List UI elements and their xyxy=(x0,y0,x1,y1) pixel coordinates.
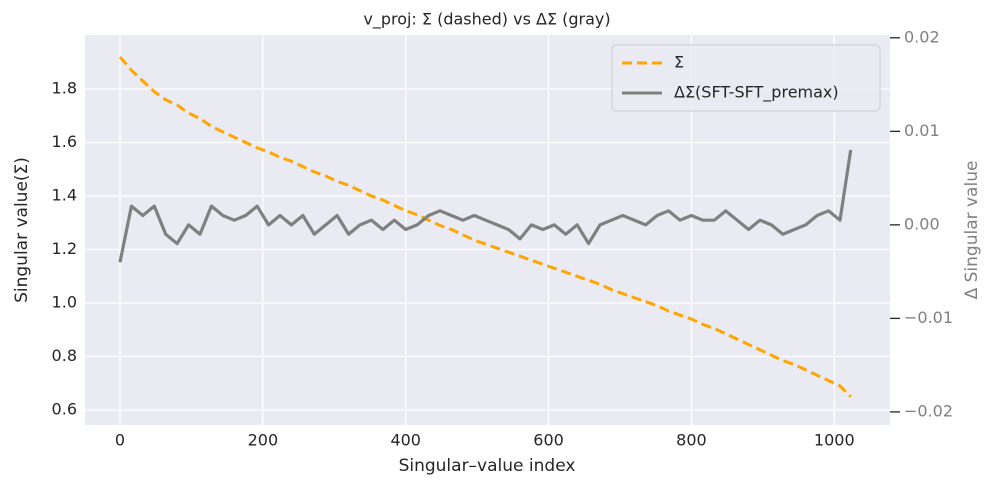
x-tick-label: 0 xyxy=(115,431,125,450)
y-tick-label: 1.2 xyxy=(52,239,77,258)
y-tick-label: 1.6 xyxy=(52,132,77,151)
x-tick-label: 600 xyxy=(533,431,564,450)
y-tick-label: 1.4 xyxy=(52,186,77,205)
x-tick-label: 1000 xyxy=(814,431,855,450)
legend-label: ΔΣ(SFT-SFT_premax) xyxy=(674,83,839,103)
y-tick-label: 1.8 xyxy=(52,79,77,98)
chart-title: v_proj: Σ (dashed) vs ΔΣ (gray) xyxy=(363,10,610,30)
y2-tick-label: −0.01 xyxy=(904,308,953,327)
y2-axis-label: Δ Singular value xyxy=(962,161,982,300)
legend: Σ ΔΣ(SFT-SFT_premax) xyxy=(611,44,881,112)
line-series xyxy=(118,149,853,263)
x-axis-label: Singular–value index xyxy=(399,456,576,476)
y-tick-label: 0.6 xyxy=(52,400,77,419)
legend-label: Σ xyxy=(674,53,684,72)
line-series xyxy=(118,55,852,398)
x-tick-label: 200 xyxy=(248,431,279,450)
y2-tick-label: 0.01 xyxy=(904,121,940,140)
y-tick-label: 1.0 xyxy=(52,293,77,312)
y2-tick-label: 0.00 xyxy=(904,214,940,233)
y2-tick-label: −0.02 xyxy=(904,401,953,420)
y2-tick-label: 0.02 xyxy=(904,27,940,46)
y-axis-label: Singular value(Σ) xyxy=(12,157,32,303)
legend-box xyxy=(611,44,881,112)
x-tick-label: 400 xyxy=(390,431,421,450)
x-tick-label: 800 xyxy=(676,431,707,450)
y-tick-label: 0.8 xyxy=(52,346,77,365)
